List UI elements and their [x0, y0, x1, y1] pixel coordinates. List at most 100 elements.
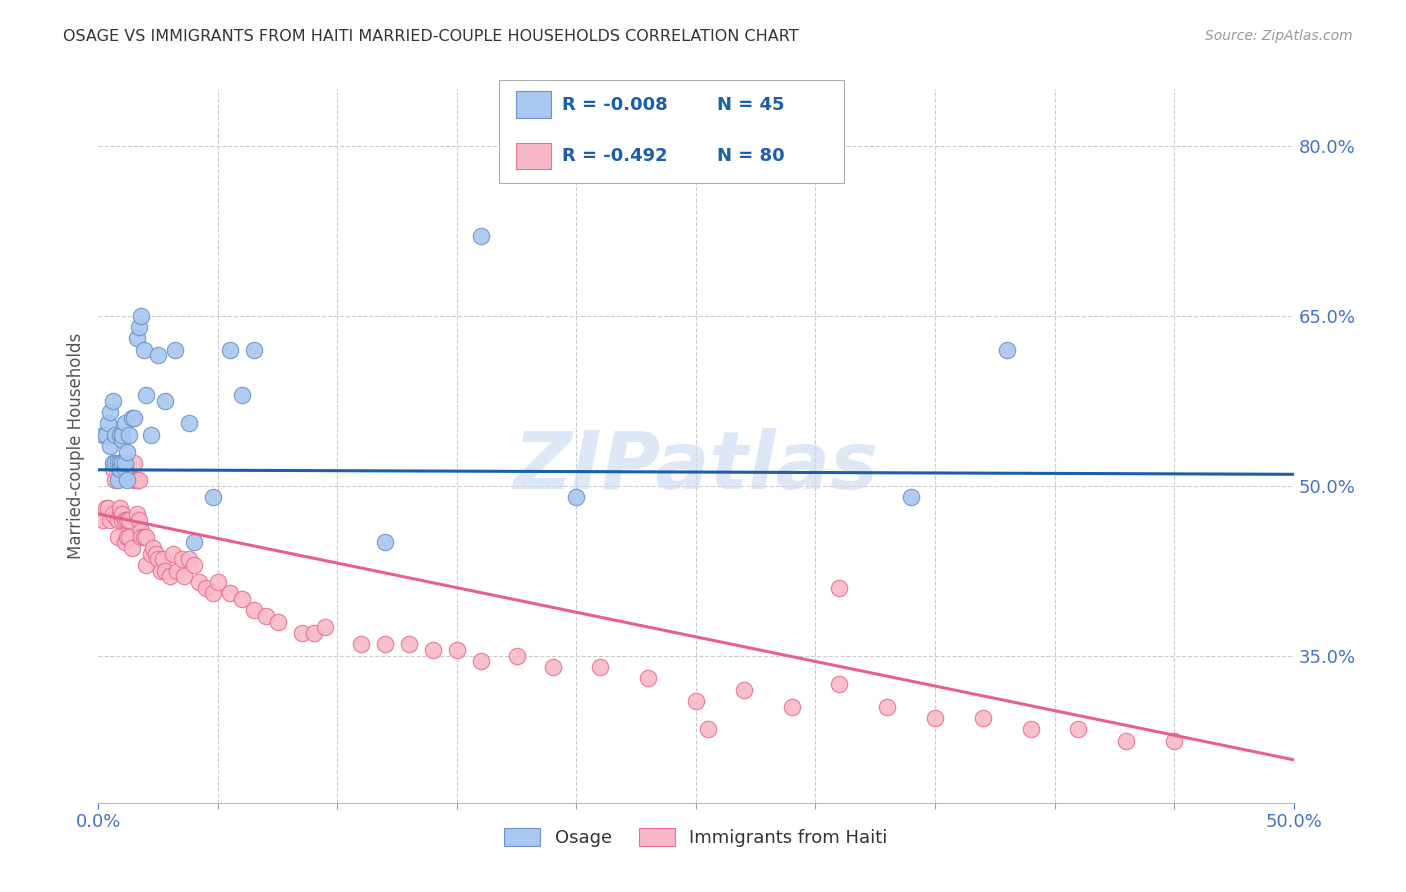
Osage [111, 456, 134, 470]
Immigrants from Haiti [108, 501, 131, 516]
Osage [148, 348, 170, 362]
Text: ZIPatlas: ZIPatlas [513, 428, 879, 507]
Immigrants from Haiti [924, 711, 946, 725]
Text: R = -0.008: R = -0.008 [562, 95, 668, 114]
Immigrants from Haiti [697, 722, 720, 736]
Osage [114, 461, 136, 475]
Osage [124, 410, 146, 425]
Immigrants from Haiti [142, 541, 165, 555]
Immigrants from Haiti [128, 473, 150, 487]
Immigrants from Haiti [733, 682, 755, 697]
Text: Source: ZipAtlas.com: Source: ZipAtlas.com [1205, 29, 1353, 43]
Osage [900, 490, 922, 504]
Y-axis label: Married-couple Households: Married-couple Households [66, 333, 84, 559]
Osage [114, 417, 136, 431]
Osage [470, 229, 492, 244]
Osage [115, 473, 138, 487]
Osage [995, 343, 1018, 357]
Immigrants from Haiti [166, 564, 188, 578]
Immigrants from Haiti [506, 648, 529, 663]
Osage [183, 535, 205, 549]
Immigrants from Haiti [350, 637, 373, 651]
Immigrants from Haiti [139, 547, 162, 561]
Immigrants from Haiti [1019, 722, 1042, 736]
Osage [101, 456, 124, 470]
Immigrants from Haiti [115, 513, 138, 527]
Immigrants from Haiti [291, 626, 314, 640]
Osage [125, 331, 148, 345]
Text: N = 80: N = 80 [717, 147, 785, 165]
Osage [94, 427, 117, 442]
Osage [107, 456, 129, 470]
Immigrants from Haiti [101, 461, 124, 475]
Immigrants from Haiti [267, 615, 290, 629]
Immigrants from Haiti [173, 569, 195, 583]
Immigrants from Haiti [398, 637, 420, 651]
Immigrants from Haiti [828, 677, 851, 691]
Osage [135, 388, 157, 402]
Immigrants from Haiti [219, 586, 242, 600]
Immigrants from Haiti [780, 699, 803, 714]
Osage [121, 410, 143, 425]
Osage [98, 405, 122, 419]
Immigrants from Haiti [159, 569, 181, 583]
Text: R = -0.492: R = -0.492 [562, 147, 668, 165]
Immigrants from Haiti [124, 473, 146, 487]
Immigrants from Haiti [172, 552, 194, 566]
Immigrants from Haiti [179, 552, 201, 566]
Osage [114, 456, 136, 470]
Immigrants from Haiti [637, 671, 659, 685]
Text: OSAGE VS IMMIGRANTS FROM HAITI MARRIED-COUPLE HOUSEHOLDS CORRELATION CHART: OSAGE VS IMMIGRANTS FROM HAITI MARRIED-C… [63, 29, 799, 44]
Osage [132, 343, 155, 357]
Immigrants from Haiti [128, 513, 150, 527]
Immigrants from Haiti [685, 694, 707, 708]
Immigrants from Haiti [107, 530, 129, 544]
Osage [107, 473, 129, 487]
Osage [202, 490, 225, 504]
Osage [374, 535, 396, 549]
Immigrants from Haiti [121, 541, 143, 555]
Immigrants from Haiti [315, 620, 337, 634]
Immigrants from Haiti [118, 530, 141, 544]
Immigrants from Haiti [131, 530, 153, 544]
Osage [91, 427, 114, 442]
Osage [179, 417, 201, 431]
Osage [219, 343, 242, 357]
Immigrants from Haiti [118, 513, 141, 527]
Immigrants from Haiti [183, 558, 205, 572]
Immigrants from Haiti [1163, 733, 1185, 747]
Osage [155, 393, 177, 408]
Osage [98, 439, 122, 453]
Immigrants from Haiti [111, 507, 134, 521]
Immigrants from Haiti [135, 558, 157, 572]
Osage [104, 456, 127, 470]
Immigrants from Haiti [446, 643, 468, 657]
Osage [243, 343, 266, 357]
Immigrants from Haiti [131, 524, 153, 538]
Osage [108, 427, 131, 442]
Osage [111, 427, 134, 442]
Immigrants from Haiti [148, 552, 170, 566]
Immigrants from Haiti [111, 513, 134, 527]
Immigrants from Haiti [243, 603, 266, 617]
Osage [118, 427, 141, 442]
Osage [111, 434, 134, 448]
Immigrants from Haiti [107, 513, 129, 527]
Osage [104, 427, 127, 442]
Immigrants from Haiti [104, 473, 127, 487]
Immigrants from Haiti [124, 456, 146, 470]
Immigrants from Haiti [162, 547, 184, 561]
Osage [131, 309, 153, 323]
Immigrants from Haiti [101, 507, 124, 521]
Immigrants from Haiti [114, 535, 136, 549]
Immigrants from Haiti [231, 591, 253, 606]
Immigrants from Haiti [155, 564, 177, 578]
Immigrants from Haiti [91, 513, 114, 527]
Immigrants from Haiti [207, 574, 229, 589]
Immigrants from Haiti [972, 711, 994, 725]
Immigrants from Haiti [422, 643, 444, 657]
Osage [139, 427, 162, 442]
Osage [108, 461, 131, 475]
Osage [97, 417, 120, 431]
Immigrants from Haiti [108, 507, 131, 521]
